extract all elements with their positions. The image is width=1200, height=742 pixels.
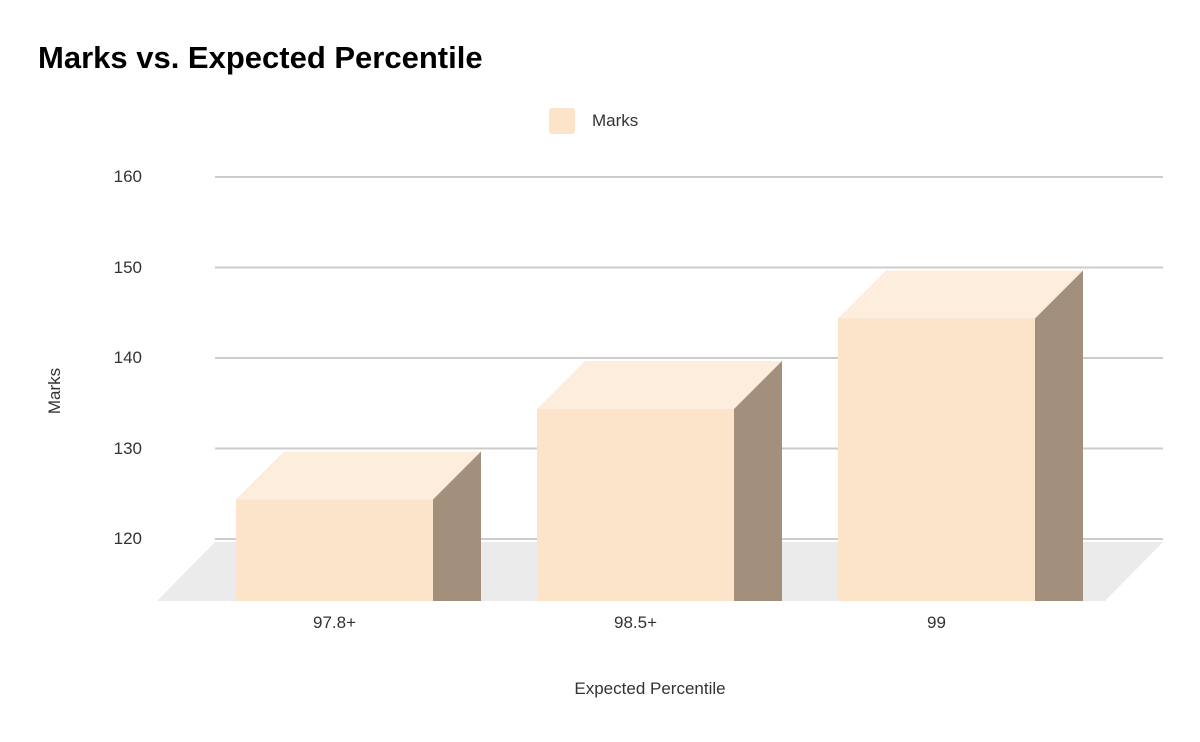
bar-top-face-98.5+[interactable] [537,361,782,409]
legend-swatch-icon [549,108,575,134]
bar-side-face-99[interactable] [1035,270,1083,602]
bar-front-face-97.8+[interactable] [236,499,433,602]
legend[interactable]: Marks [549,108,638,134]
y-tick-label-150: 150 [113,257,142,277]
bar-side-face-97.8+[interactable] [433,451,481,602]
x-tick-label-99: 99 [927,613,946,632]
x-axis-title: Expected Percentile [574,679,726,698]
bar-top-face-99[interactable] [838,270,1083,319]
x-tick-label-97.8+: 97.8+ [312,613,356,632]
chart-title: Marks vs. Expected Percentile [38,40,483,75]
y-tick-label-140: 140 [113,348,142,367]
bar-front-face-98.5+[interactable] [537,409,734,601]
x-tick-label-98.5+: 98.5+ [613,613,657,632]
bar-top-face-97.8+[interactable] [236,451,481,500]
legend-label: Marks [592,111,639,130]
bar-front-face-99[interactable] [838,318,1035,602]
y-tick-label-120: 120 [113,529,142,548]
bar-side-face-98.5+[interactable] [734,361,782,601]
y-tick-label-130: 130 [113,438,142,458]
y-tick-label-160: 160 [113,167,142,186]
